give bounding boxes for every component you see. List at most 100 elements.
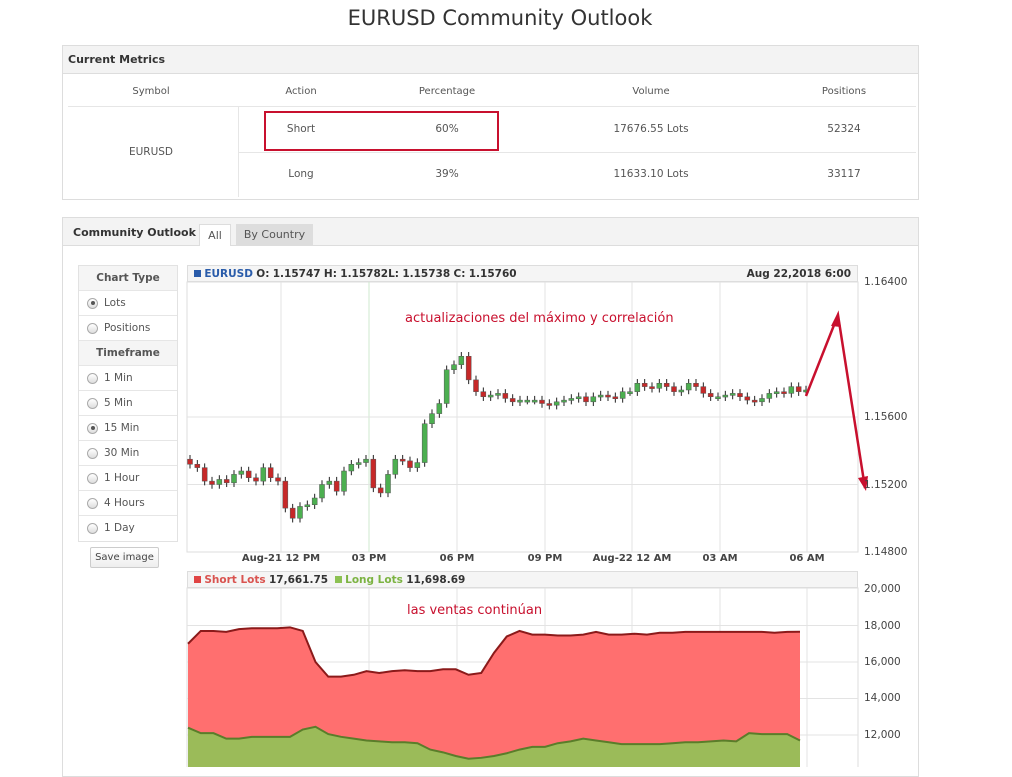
candle	[473, 379, 479, 392]
candle	[583, 396, 589, 403]
candle	[407, 460, 413, 468]
y-tick: 1.16400	[864, 276, 908, 288]
candle	[700, 386, 707, 394]
candle	[377, 487, 384, 494]
open-label: O:	[256, 268, 270, 280]
radio-5-min[interactable]: 5 Min	[79, 391, 177, 416]
col-symbol: Symbol	[132, 86, 170, 97]
candle	[238, 470, 245, 475]
radio-icon[interactable]	[87, 523, 98, 534]
candle	[223, 479, 230, 484]
y-tick: 18,000	[864, 620, 901, 632]
low-label: L:	[388, 268, 399, 280]
radio-icon[interactable]	[87, 472, 98, 484]
short-lots-line	[187, 626, 801, 678]
short-lots-area	[188, 627, 800, 767]
radio-15-min[interactable]: 15 Min	[79, 416, 177, 441]
positions-short: 52324	[827, 123, 861, 135]
candle	[385, 474, 391, 494]
candle	[392, 458, 399, 475]
radio-1-min[interactable]: 1 Min	[79, 366, 177, 391]
radio-1-hour[interactable]: 1 Hour	[79, 466, 177, 491]
series-marker-icon	[194, 270, 201, 277]
candle	[575, 396, 582, 399]
candle	[355, 462, 362, 465]
radio-label: 1 Min	[104, 371, 133, 384]
candle	[627, 391, 633, 394]
price-chart-header: EURUSD O: 1.15747 H: 1.15782L: 1.15738 C…	[187, 265, 858, 282]
candle	[685, 383, 692, 391]
y-tick: 16,000	[864, 656, 901, 668]
candle	[693, 383, 699, 387]
action-short: Short	[286, 123, 316, 135]
legend-long: Long Lots	[345, 574, 403, 586]
divider	[239, 152, 916, 153]
candle	[612, 396, 619, 399]
radio-icon[interactable]	[87, 372, 98, 384]
radio-label: 15 Min	[104, 421, 140, 434]
y-tick: 1.15600	[864, 411, 908, 423]
save-image-button[interactable]: Save image	[90, 547, 159, 568]
radio-icon[interactable]	[87, 447, 98, 459]
radio-positions[interactable]: Positions	[79, 316, 177, 341]
radio-label: 5 Min	[104, 396, 133, 409]
radio-label: 30 Min	[104, 446, 140, 459]
y-tick: 12,000	[864, 729, 901, 741]
low-value: 1.15738	[402, 268, 451, 280]
x-tick: 09 PM	[527, 553, 563, 564]
candle	[539, 399, 545, 404]
candle	[781, 391, 787, 394]
radio-label: 1 Hour	[104, 471, 140, 484]
candle	[744, 396, 751, 401]
candle	[751, 399, 758, 403]
radio-icon[interactable]	[87, 297, 98, 309]
radio-icon[interactable]	[87, 397, 98, 409]
candle	[333, 480, 340, 492]
radio-lots[interactable]: Lots	[79, 291, 177, 316]
legend-long-value: 11,698.69	[406, 574, 466, 586]
candle	[795, 386, 802, 392]
candle	[348, 464, 355, 472]
percentage-long: 39%	[435, 168, 459, 180]
candle	[678, 389, 685, 393]
radio-icon[interactable]	[87, 497, 98, 509]
candle	[326, 480, 333, 485]
candle	[605, 394, 611, 398]
y-tick: 20,000	[864, 583, 901, 595]
candle	[260, 467, 267, 482]
candle	[487, 394, 494, 398]
candle	[663, 383, 670, 387]
y-tick: 1.15200	[864, 479, 908, 491]
candle	[656, 383, 663, 389]
radio-label: Positions	[104, 321, 151, 334]
candle	[531, 399, 538, 403]
radio-icon[interactable]	[87, 422, 98, 434]
radio-label: 4 Hours	[104, 496, 145, 509]
candle	[216, 479, 223, 485]
tab-all[interactable]: All	[199, 224, 231, 246]
candle	[414, 462, 421, 468]
candle	[370, 458, 377, 489]
candle	[641, 383, 648, 387]
radio-label: 1 Day	[104, 522, 135, 534]
radio-icon[interactable]	[87, 322, 98, 334]
radio-30-min[interactable]: 30 Min	[79, 441, 177, 466]
annotation-price: actualizaciones del máximo y correlación	[405, 311, 674, 326]
chart-date: Aug 22,2018 6:00	[746, 268, 851, 280]
radio-4-hours[interactable]: 4 Hours	[79, 491, 177, 516]
candle	[289, 507, 296, 519]
positions-long: 33117	[827, 168, 861, 180]
x-tick: 06 AM	[789, 553, 825, 564]
candle	[568, 398, 575, 401]
candle	[649, 386, 655, 389]
candle	[429, 413, 435, 424]
tab-by-country[interactable]: By Country	[236, 224, 313, 246]
candle	[319, 484, 325, 499]
symbol-cell: EURUSD	[128, 146, 174, 158]
radio-1-day[interactable]: 1 Day	[79, 516, 177, 541]
current-metrics-heading: Current Metrics	[63, 46, 918, 74]
candle	[436, 403, 443, 414]
candle	[722, 394, 729, 398]
candle	[671, 386, 677, 392]
candle	[282, 480, 289, 509]
